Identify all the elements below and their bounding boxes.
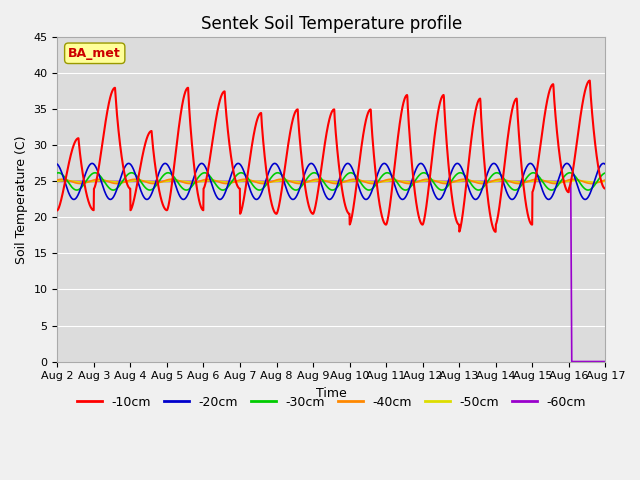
Legend: -10cm, -20cm, -30cm, -40cm, -50cm, -60cm: -10cm, -20cm, -30cm, -40cm, -50cm, -60cm [72,391,591,414]
Title: Sentek Soil Temperature profile: Sentek Soil Temperature profile [201,15,462,33]
X-axis label: Time: Time [316,387,347,400]
Text: BA_met: BA_met [68,47,121,60]
Y-axis label: Soil Temperature (C): Soil Temperature (C) [15,135,28,264]
